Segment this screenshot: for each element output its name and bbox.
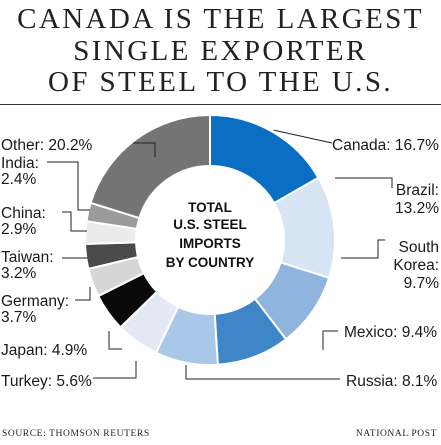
slice-label-germany: Germany: xyxy=(1,293,69,310)
slice-label-south-korea: Korea: xyxy=(393,257,439,274)
leader-line-china xyxy=(62,211,87,232)
slice-label-mexico: Mexico: 9.4% xyxy=(344,324,437,341)
leader-line-mexico xyxy=(322,330,338,350)
slice-label-other: Other: 20.2% xyxy=(1,137,93,154)
slice-label-japan: Japan: 4.9% xyxy=(1,342,87,359)
slice-label-russia: Russia: 8.1% xyxy=(346,373,438,390)
source-note: SOURCE: THOMSON REUTERS xyxy=(2,429,150,439)
slice-labels: Canada: 16.7% Brazil:13.2% SouthKorea:9.7%… xyxy=(1,137,439,390)
center-label-line-1: TOTAL xyxy=(188,200,232,215)
slice-label-brazil: Brazil: xyxy=(396,182,439,199)
leader-line-russia xyxy=(185,365,340,380)
center-label: TOTAL U.S. STEEL IMPORTS BY COUNTRY xyxy=(166,200,255,270)
leader-line-japan xyxy=(108,331,122,350)
center-label-line-4: BY COUNTRY xyxy=(166,255,255,270)
publisher-credit: NATIONAL POST xyxy=(355,429,437,439)
slice-label-taiwan: Taiwan: xyxy=(1,249,54,266)
slice-label-germany: 3.7% xyxy=(1,309,37,326)
slice-label-canada: Canada: 16.7% xyxy=(332,137,439,154)
slice-label-china: 2.9% xyxy=(1,221,37,238)
title-line-2: SINGLE EXPORTER xyxy=(73,34,368,67)
leader-line-canada xyxy=(273,129,333,144)
slice-label-south-korea: 9.7% xyxy=(404,275,440,292)
title-line-3: OF STEEL TO THE U.S. xyxy=(47,66,393,98)
leader-line-other xyxy=(133,142,156,157)
slice-other xyxy=(89,113,211,220)
slice-label-india: 2.4% xyxy=(1,171,37,188)
center-label-line-2: U.S. STEEL xyxy=(173,217,247,232)
leader-line-brazil xyxy=(335,177,393,188)
leader-lines xyxy=(47,129,393,380)
leader-line-india xyxy=(47,161,90,211)
leader-line-south-korea xyxy=(341,239,385,259)
slice-label-taiwan: 3.2% xyxy=(1,265,37,282)
slice-label-brazil: 13.2% xyxy=(395,200,439,217)
chart-slices xyxy=(84,113,336,366)
center-label-line-3: IMPORTS xyxy=(179,236,241,251)
slice-label-india: India: xyxy=(1,155,39,172)
slice-label-china: China: xyxy=(1,205,46,222)
slice-label-south-korea: South xyxy=(398,239,439,256)
chart-title: CANADA IS THE LARGEST SINGLE EXPORTER OF… xyxy=(0,3,441,99)
leader-line-turkey xyxy=(93,361,137,379)
slice-label-turkey: Turkey: 5.6% xyxy=(1,373,92,390)
title-divider xyxy=(0,104,441,105)
title-line-1: CANADA IS THE LARGEST xyxy=(17,3,424,35)
leader-line-germany xyxy=(75,287,91,301)
